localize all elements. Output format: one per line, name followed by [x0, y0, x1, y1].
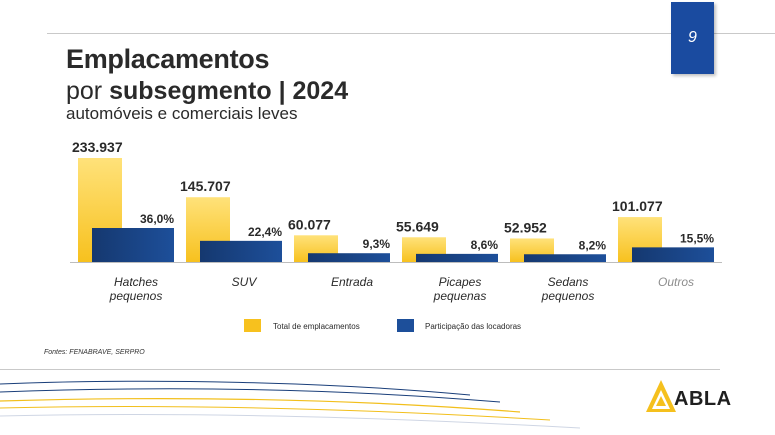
legend-label-share: Participação das locadoras [425, 322, 521, 331]
top-divider [47, 33, 775, 34]
label-share-0: 36,0% [140, 212, 174, 226]
title-prefix: por [66, 77, 110, 105]
legend-swatch-total [244, 319, 261, 332]
logo-text: ABLA [674, 388, 732, 410]
label-total-0: 233.937 [72, 139, 123, 155]
category-label-line: pequenas [433, 289, 487, 303]
bar-share-0 [92, 228, 174, 262]
label-share-1: 22,4% [248, 225, 282, 239]
category-label-3: Picapes pequenas [433, 275, 487, 303]
bar-share-5 [632, 247, 714, 262]
bottom-divider [0, 369, 720, 370]
bar-share-2 [308, 253, 390, 262]
category-label-4: Sedans pequenos [541, 275, 595, 303]
label-total-2: 60.077 [288, 216, 331, 232]
category-label-line: pequenos [541, 289, 595, 303]
category-label-0: Hatches pequenos [109, 275, 163, 303]
category-label-line: Entrada [331, 275, 373, 289]
page-number: 9 [688, 29, 697, 46]
label-share-4: 8,2% [579, 238, 607, 252]
label-total-3: 55.649 [396, 218, 439, 234]
label-total-4: 52.952 [504, 219, 547, 235]
page-subtitle: automóveis e comerciais leves [66, 104, 298, 123]
category-label-2: Entrada [331, 275, 373, 289]
label-total-1: 145.707 [180, 178, 231, 194]
page-title-line2: por subsegmento | 2024 [66, 77, 348, 106]
chart-legend: Total de emplacamentos Participação das l… [244, 319, 521, 332]
category-label-line: Hatches [114, 275, 158, 289]
category-label-line: Picapes [439, 275, 482, 289]
title-bold: subsegmento | 2024 [109, 77, 349, 105]
page-title: Emplacamentos [66, 44, 270, 74]
label-share-5: 15,5% [680, 231, 714, 245]
abla-triangle-logo-icon [646, 380, 676, 412]
bar-share-4 [524, 254, 606, 262]
abla-logo: ABLA [644, 376, 754, 420]
legend-label-total: Total de emplacamentos [273, 322, 360, 331]
source-note: Fontes: FENABRAVE, SERPRO [44, 349, 145, 356]
label-total-5: 101.077 [612, 198, 663, 214]
label-share-2: 9,3% [363, 237, 391, 251]
label-share-3: 8,6% [471, 238, 499, 252]
bar-share-1 [200, 240, 282, 262]
category-label-line: pequenos [109, 289, 163, 303]
page-number-badge: 9 [671, 2, 714, 74]
bar-share-3 [416, 253, 498, 262]
category-label-line: Outros [658, 275, 694, 289]
category-label-line: Sedans [548, 275, 589, 289]
category-label-5: Outros [658, 275, 694, 289]
category-label-1: SUV [232, 275, 258, 289]
category-label-line: SUV [232, 275, 258, 289]
legend-swatch-share [397, 319, 414, 332]
